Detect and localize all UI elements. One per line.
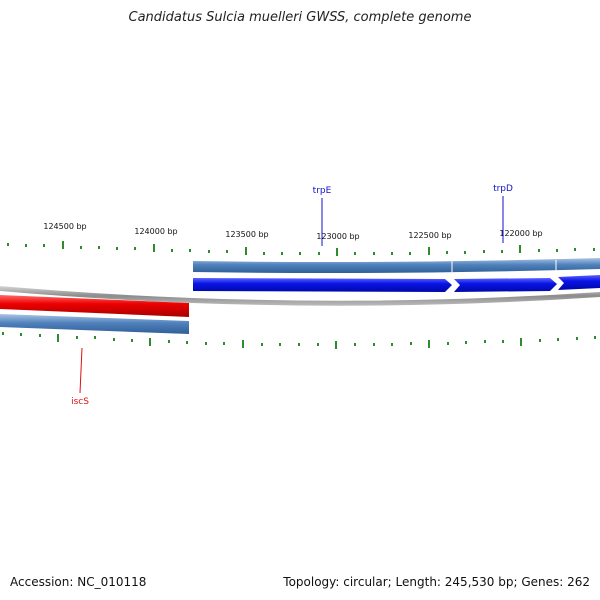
map-title: Candidatus Sulcia muelleri GWSS, complet… (128, 10, 472, 25)
ruler-label: 122500 bp (408, 231, 451, 240)
genome-summary-text: Topology: circular; Length: 245,530 bp; … (283, 575, 590, 589)
gene-label-trpE: trpE (313, 186, 332, 196)
gene-arrow-trpE[interactable] (193, 278, 452, 292)
leader-line (79, 347, 83, 394)
ruler-label: 124000 bp (134, 227, 177, 236)
inner-tick-row (2, 332, 596, 349)
accession-text: Accession: NC_010118 (10, 575, 147, 589)
ruler-label: 123000 bp (316, 232, 359, 241)
reverse-cds-track (193, 258, 600, 273)
gene-label-trpD: trpD (493, 184, 513, 194)
genome-backbone (0, 286, 600, 306)
forward-cds-track (0, 314, 189, 334)
gene-arrow-trpD[interactable] (454, 278, 557, 292)
gene-arrow-iscS[interactable] (0, 295, 189, 317)
gene-label-trpD-group[interactable]: trpD (493, 184, 513, 243)
gene-arrow-next[interactable] (558, 275, 600, 290)
gene-label-trpE-group[interactable]: trpE (313, 186, 332, 246)
ruler-label: 124500 bp (43, 222, 86, 231)
gene-label-iscS: iscS (71, 397, 89, 407)
ruler-labels: 124500 bp 124000 bp 123500 bp 123000 bp … (43, 222, 542, 241)
outer-tick-row (7, 241, 595, 256)
ruler-label: 122000 bp (499, 229, 542, 238)
ruler-label: 123500 bp (225, 230, 268, 239)
gene-label-iscS-group[interactable]: iscS (71, 347, 89, 407)
